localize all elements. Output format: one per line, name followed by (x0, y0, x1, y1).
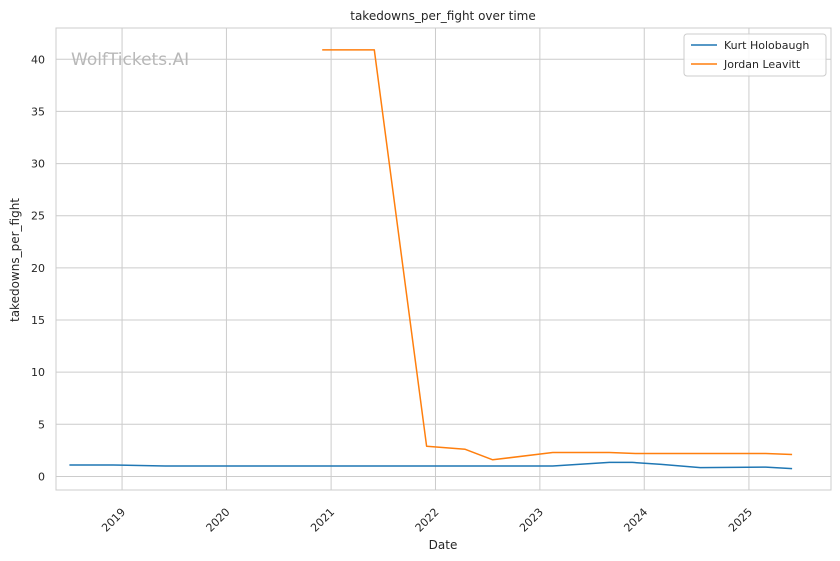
watermark-text: WolfTickets.AI (71, 50, 189, 70)
y-tick-label: 35 (31, 105, 45, 118)
legend: Kurt Holobaugh Jordan Leavitt (683, 33, 827, 77)
series-lines (69, 49, 793, 470)
y-tick-label: 40 (31, 53, 45, 66)
legend-label-jordan-leavitt: Jordan Leavitt (723, 58, 801, 71)
series-line-kurt-holobaugh (69, 461, 793, 470)
chart-title: takedowns_per_fight over time (350, 9, 536, 23)
x-axis-label: Date (429, 538, 458, 552)
y-tick-label: 30 (31, 158, 45, 171)
y-tick-label: 10 (31, 366, 45, 379)
y-tick-label: 5 (38, 418, 45, 431)
y-tick-label: 0 (38, 470, 45, 483)
series-line-jordan-leavitt (322, 49, 793, 461)
y-tick-label: 15 (31, 314, 45, 327)
y-axis-label: takedowns_per_fight (8, 198, 22, 322)
y-tick-label: 25 (31, 210, 45, 223)
y-axis-ticks: 0 5 10 15 20 25 30 35 40 (31, 53, 45, 483)
grid (56, 28, 831, 490)
plot-area-frame (55, 27, 832, 491)
y-tick-label: 20 (31, 262, 45, 275)
legend-label-kurt-holobaugh: Kurt Holobaugh (724, 39, 809, 52)
legend-box (683, 33, 827, 77)
